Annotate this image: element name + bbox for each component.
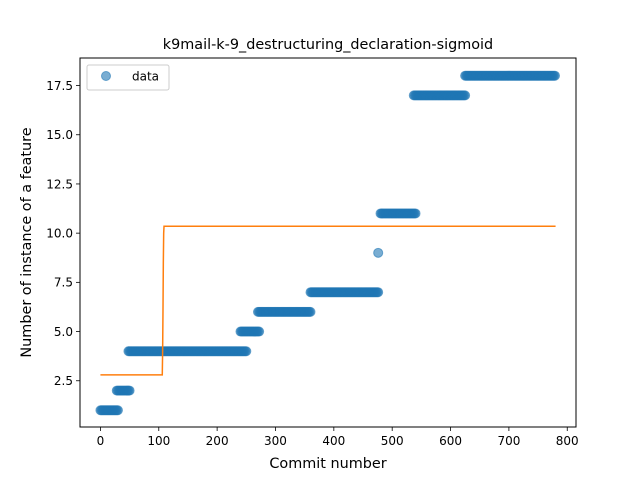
y-tick-label: 15.0 <box>46 128 73 142</box>
data-run <box>95 405 123 416</box>
x-tick-label: 200 <box>206 434 229 448</box>
data-run <box>408 90 471 101</box>
data-run <box>252 306 316 317</box>
x-tick-label: 100 <box>147 434 170 448</box>
legend-label-data: data <box>132 70 159 84</box>
data-layer <box>95 70 560 416</box>
data-point <box>254 326 265 337</box>
y-tick-label: 10.0 <box>46 226 73 240</box>
chart-title: k9mail-k-9_destructuring_declaration-sig… <box>163 37 493 53</box>
x-tick-label: 300 <box>264 434 287 448</box>
data-point <box>460 90 471 101</box>
data-point <box>549 70 560 81</box>
data-point <box>305 306 316 317</box>
fit-line-layer <box>100 225 556 376</box>
legend: data <box>86 64 170 91</box>
x-tick-label: 700 <box>497 434 520 448</box>
data-point <box>241 346 252 357</box>
legend-marker-data <box>101 71 111 81</box>
y-tick-label: 5.0 <box>54 325 73 339</box>
data-point <box>112 405 123 416</box>
data-run <box>375 208 421 219</box>
plot-area <box>80 58 576 427</box>
y-tick-label: 12.5 <box>46 177 73 191</box>
x-tick-label: 500 <box>381 434 404 448</box>
data-run <box>123 346 252 357</box>
data-point <box>373 287 384 298</box>
data-run <box>235 326 265 337</box>
x-tick-label: 800 <box>556 434 579 448</box>
y-axis-ticks: 2.5 5.0 7.5 10.0 12.5 15.0 17.5 <box>46 79 80 388</box>
plot-frame <box>79 57 577 428</box>
x-axis-ticks: 0 100 200 300 400 500 600 700 800 <box>97 427 579 448</box>
x-axis-label: Commit number <box>269 456 386 472</box>
data-run <box>111 385 135 396</box>
data-point <box>373 247 384 258</box>
fit-line <box>100 225 556 376</box>
data-run <box>305 287 384 298</box>
x-tick-label: 400 <box>322 434 345 448</box>
y-tick-label: 2.5 <box>54 374 73 388</box>
data-point <box>410 208 421 219</box>
y-tick-label: 7.5 <box>54 276 73 290</box>
data-run <box>373 247 384 258</box>
data-point <box>124 385 135 396</box>
data-run <box>460 70 560 81</box>
x-tick-label: 0 <box>97 434 105 448</box>
y-axis-label: Number of instance of a feature <box>19 127 35 357</box>
y-tick-label: 17.5 <box>46 79 73 93</box>
x-tick-label: 600 <box>439 434 462 448</box>
